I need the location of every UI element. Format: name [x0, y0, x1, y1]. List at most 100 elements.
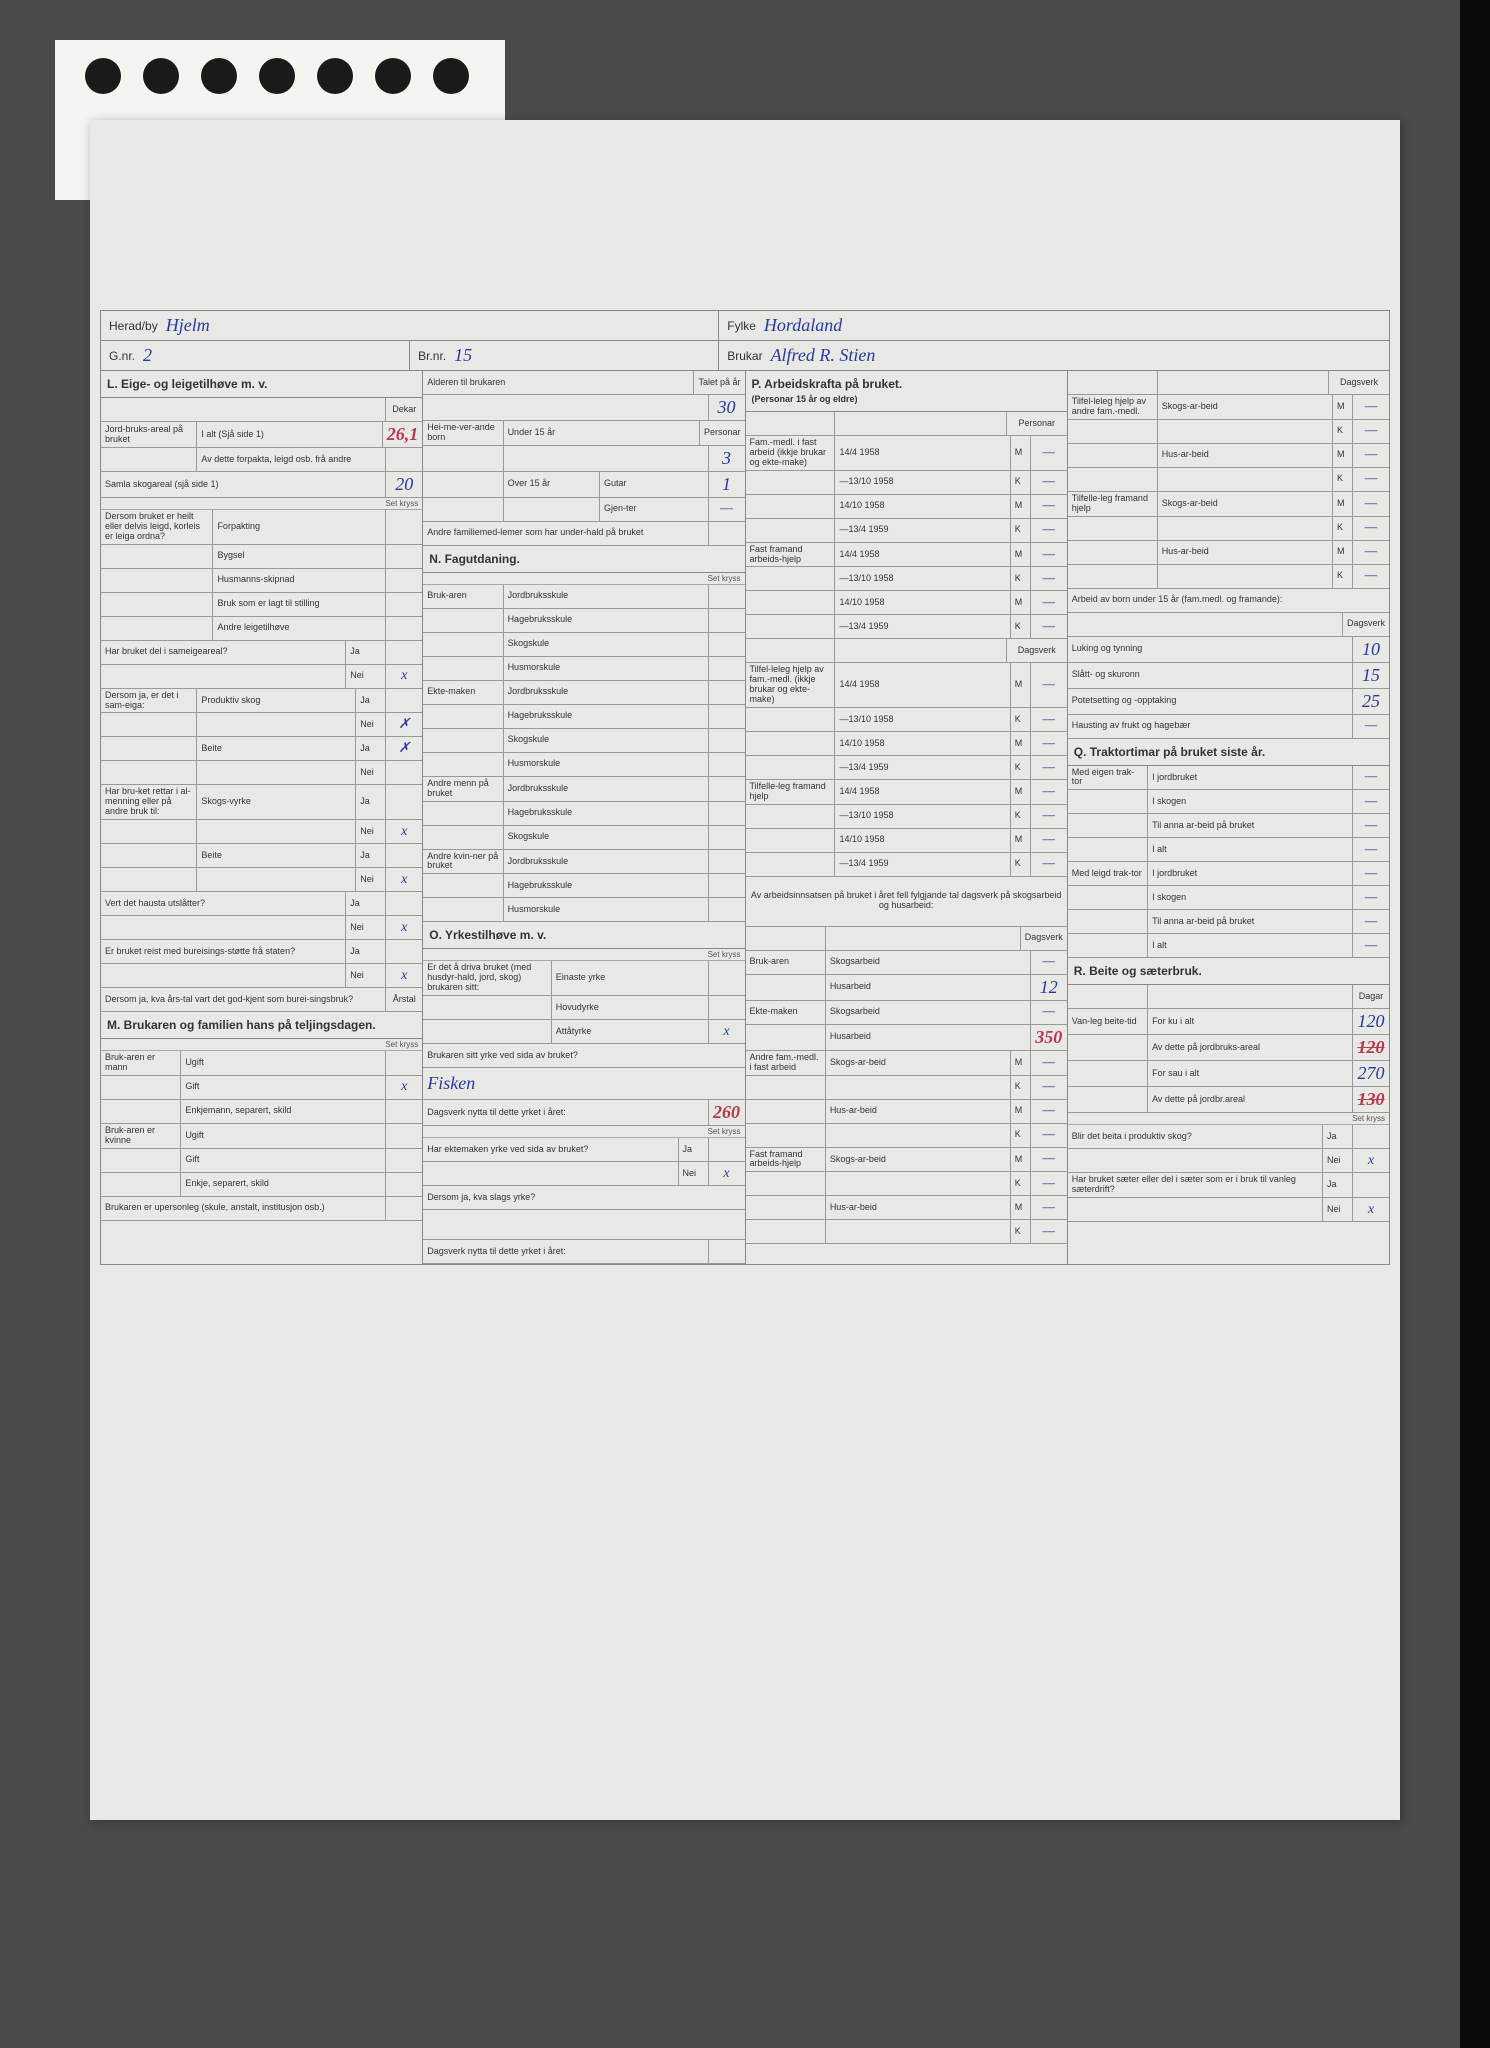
forsau: For sau i alt: [1148, 1061, 1353, 1086]
potet-v: 25: [1362, 691, 1380, 712]
ialt-value: 26,1: [387, 424, 419, 445]
harbruket-saeter: Har bruket sæter eller del i sæter som e…: [1068, 1173, 1323, 1197]
einaste: Einaste yrke: [552, 961, 709, 995]
erbruket-q: Er bruket reist med bureisings-støtte fr…: [101, 940, 346, 963]
section-M-title: M. Brukaren og familien hans på teljings…: [101, 1012, 422, 1039]
punch-hole: [143, 58, 179, 94]
sameige-q: Har bruket del i sameigeareal?: [101, 641, 346, 664]
section-Q-title: Q. Traktortimar på bruket siste år.: [1068, 739, 1389, 766]
forku: For ku i alt: [1148, 1009, 1353, 1034]
P-andrefam: Andre fam.-medl. i fast arbeid: [746, 1051, 826, 1075]
dagsverk-v: 260: [713, 1102, 740, 1123]
beite-nei: x: [401, 872, 407, 888]
erbruket-nei: x: [401, 968, 407, 984]
alder-title: Alderen til brukaren: [423, 371, 694, 394]
gnr-label: G.nr.: [109, 349, 135, 363]
andre-fam: Andre familiemed-lemer som har under-hal…: [423, 522, 708, 545]
sidtyrke-v: Fisken: [427, 1073, 475, 1094]
brukar-label: Brukar: [727, 349, 762, 363]
gutar-v: 1: [722, 474, 731, 495]
medeigen: Med eigen trak-tor: [1068, 766, 1148, 790]
avdette-jord-v: 120: [1358, 1037, 1385, 1058]
bygsel: Bygsel: [213, 545, 386, 568]
punch-hole: [433, 58, 469, 94]
form-page: Herad/by Hjelm Fylke Hordaland G.nr. 2 B…: [90, 120, 1400, 1820]
section-N-title: N. Fagutdaning.: [423, 546, 744, 573]
sameige-nei-x: x: [401, 668, 407, 684]
erdet: Er det å driva bruket (med husdyr-hald, …: [423, 961, 552, 995]
forpakting: Forpakting: [213, 510, 386, 544]
section-L-title: L. Eige- og leigetilhøve m. v.: [101, 371, 422, 398]
herad-value: Hjelm: [166, 315, 210, 336]
under15: Under 15 år: [504, 421, 700, 445]
brukaren-mann: Bruk-aren er mann: [101, 1051, 181, 1075]
skogsvyrke-nei: x: [401, 824, 407, 840]
slatt-v: 15: [1362, 665, 1380, 686]
dersom-label: Dersom bruket er heilt eller delvis leig…: [101, 510, 213, 544]
N-brukaren: Bruk-aren: [423, 585, 503, 608]
nei: Nei: [346, 665, 386, 688]
tilfel-fam: Tilfel-leleg hjelp av fam.-medl. (ikkje …: [746, 663, 836, 707]
herad-label: Herad/by: [109, 319, 158, 333]
potet: Potetsetting og -opptaking: [1068, 689, 1353, 714]
vanleg: Van-leg beite-tid: [1068, 1009, 1148, 1034]
enkje-k: Enkje, separert, skild: [181, 1173, 386, 1196]
section-P-title: P. Arbeidskrafta på bruket.(Personar 15 …: [746, 371, 1067, 412]
avdette-jord: Av dette på jordbruks-areal: [1148, 1035, 1353, 1060]
luking-v: 10: [1362, 639, 1380, 660]
husar-bruk: 12: [1040, 977, 1058, 998]
brukstill: Bruk som er lagt til stilling: [213, 593, 386, 616]
arbeidborn: Arbeid av born under 15 år (fam.medl. og…: [1068, 589, 1389, 612]
husar-ekte: 350: [1035, 1027, 1062, 1048]
setkryss: Set kryss: [101, 498, 422, 510]
heime: Hei-me-ver-ande born: [423, 421, 503, 445]
enkje-m: Enkjemann, separert, skild: [181, 1100, 386, 1123]
alder-value: 30: [718, 397, 736, 418]
brukaren-kvinne: Bruk-aren er kvinne: [101, 1124, 181, 1148]
luking: Luking og tynning: [1068, 637, 1353, 662]
upersonleg: Brukaren er upersonleg (skule, anstalt, …: [101, 1197, 386, 1220]
sidtyrke-q: Brukaren sitt yrke ved sida av bruket?: [423, 1044, 744, 1067]
N-andremenn: Andre menn på bruket: [423, 777, 503, 801]
talet-label: Talet på år: [694, 371, 744, 394]
prodskog: Produktiv skog: [197, 689, 356, 713]
brnr-value: 15: [454, 345, 472, 366]
avdette-sau: Av dette på jordbr.areal: [1148, 1087, 1353, 1112]
gift-m: Gift: [181, 1076, 386, 1099]
under15-v: 3: [722, 448, 731, 469]
blirdet-nei: x: [1368, 1153, 1374, 1169]
vert-nei: x: [401, 920, 407, 936]
medleigd: Med leigd trak-tor: [1068, 862, 1148, 885]
hovud: Hovudyrke: [552, 996, 709, 1019]
ekte-nei: x: [723, 1166, 729, 1182]
forku-v: 120: [1358, 1011, 1385, 1032]
ialt-label: I alt (Sjå side 1): [197, 422, 382, 447]
punch-hole: [259, 58, 295, 94]
gutar: Gutar: [600, 472, 709, 497]
vert-q: Vert det hausta utslåtter?: [101, 892, 346, 915]
hausting: Hausting av frukt og hagebær: [1068, 715, 1353, 738]
section-O-title: O. Yrkestilhøve m. v.: [423, 922, 744, 949]
gjenter: Gjen-ter: [600, 498, 709, 521]
harbru: Har bru-ket rettar i al-menning eller på…: [101, 785, 197, 819]
ekte-q: Har ektemaken yrke ved sida av bruket?: [423, 1138, 678, 1161]
andre-leige: Andre leigetilhøve: [213, 617, 386, 640]
ugift-m: Ugift: [181, 1051, 386, 1075]
P-brukaren: Bruk-aren: [746, 951, 826, 974]
arstal: Årstal: [386, 988, 422, 1011]
jordbruk-label: Jord-bruks-areal på bruket: [101, 422, 197, 447]
ekte-dagsverk: Dagsverk nytta til dette yrket i året:: [423, 1240, 708, 1263]
harbruket-nei: x: [1368, 1202, 1374, 1218]
fammedl: Fam.-medl. i fast arbeid (ikkje brukar o…: [746, 436, 836, 470]
O-dersomja: Dersom ja, kva slags yrke?: [423, 1186, 744, 1209]
punch-hole: [201, 58, 237, 94]
P-ektemaken: Ekte-maken: [746, 1001, 826, 1024]
brnr-label: Br.nr.: [418, 349, 446, 363]
husmann: Husmanns-skipnad: [213, 569, 386, 592]
ja: Ja: [346, 641, 386, 664]
samla-value: 20: [395, 474, 413, 495]
N-andrekvinner: Andre kvin-ner på bruket: [423, 850, 503, 874]
avdette-sau-v: 130: [1358, 1089, 1385, 1110]
punch-hole: [317, 58, 353, 94]
ugift-k: Ugift: [181, 1124, 386, 1148]
